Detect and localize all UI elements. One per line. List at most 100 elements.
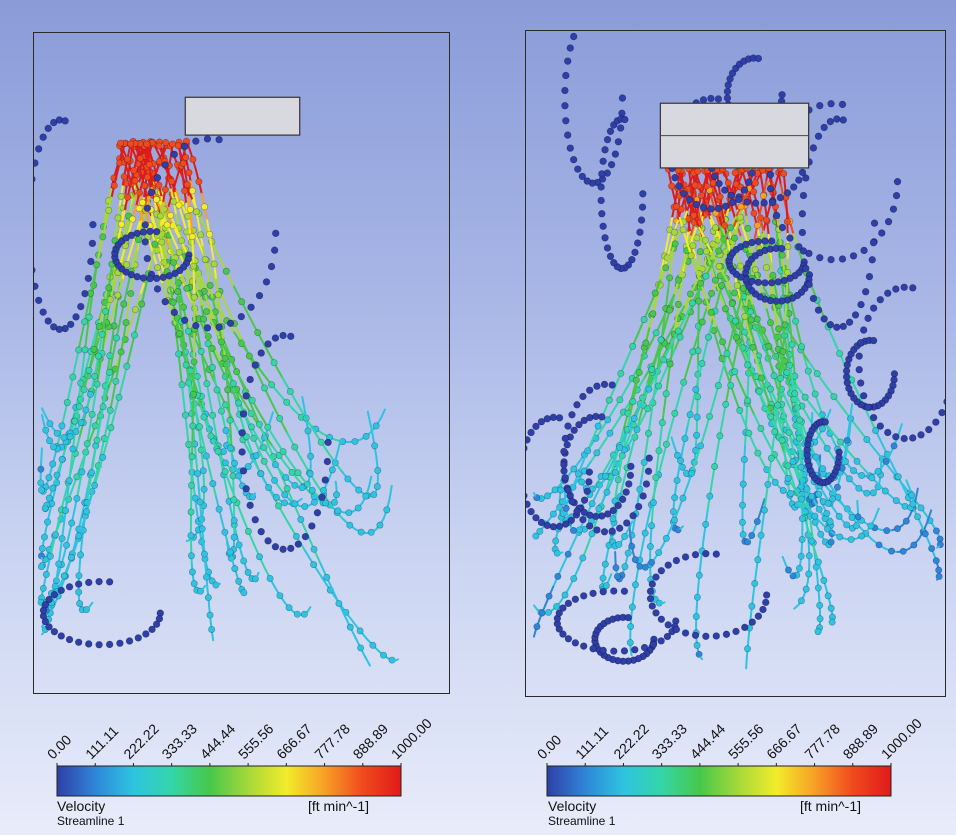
- streamline-marker: [552, 537, 560, 545]
- slow-flow-marker: [586, 511, 594, 519]
- slow-flow-marker: [869, 336, 878, 345]
- streamline-marker: [827, 538, 835, 546]
- streamline-marker: [827, 604, 835, 612]
- slow-flow-marker: [608, 381, 616, 389]
- slow-flow-marker: [610, 647, 618, 655]
- streamline-marker: [91, 372, 99, 380]
- streamline-marker: [320, 486, 328, 494]
- streamline-marker: [716, 193, 724, 201]
- slow-flow-marker: [839, 116, 847, 124]
- slow-flow-marker: [67, 320, 75, 329]
- streamline-marker: [362, 492, 370, 500]
- streamline-segment: [629, 648, 633, 657]
- slow-flow-marker: [598, 413, 606, 421]
- streamline-marker: [908, 491, 916, 499]
- streamline-marker: [367, 528, 375, 536]
- slow-flow-marker: [809, 294, 818, 303]
- streamline-marker: [694, 167, 702, 175]
- streamline-marker: [136, 154, 144, 162]
- streamline-marker: [716, 432, 724, 440]
- streamline-marker: [828, 618, 836, 626]
- streamline-marker: [297, 516, 305, 524]
- streamline-marker: [122, 319, 130, 327]
- streamline-segment: [745, 657, 748, 670]
- streamline-marker: [909, 500, 917, 508]
- streamline-marker: [695, 650, 703, 658]
- streamline-marker: [183, 284, 191, 292]
- streamline-marker: [804, 367, 812, 375]
- streamline-marker: [179, 159, 187, 167]
- slow-flow-marker: [820, 123, 828, 132]
- streamline-marker: [187, 481, 195, 489]
- slow-flow-marker: [560, 447, 568, 456]
- streamline-marker: [91, 422, 99, 430]
- slow-flow-marker: [564, 422, 572, 430]
- slow-flow-marker: [606, 252, 615, 260]
- slow-flow-marker: [861, 288, 870, 296]
- streamline-marker: [744, 224, 752, 232]
- streamline-marker: [836, 533, 844, 541]
- slow-flow-marker: [589, 589, 597, 598]
- streamline-marker: [214, 291, 222, 299]
- streamline-marker: [797, 552, 805, 560]
- streamline-marker: [190, 580, 198, 588]
- streamline-marker: [158, 238, 166, 246]
- streamline-marker: [628, 542, 636, 550]
- streamline-segment: [216, 582, 221, 587]
- streamline-marker: [42, 426, 50, 434]
- streamline-marker: [298, 484, 306, 492]
- slow-flow-marker: [768, 237, 776, 245]
- streamline-marker: [370, 491, 378, 499]
- streamline-marker: [544, 492, 551, 500]
- streamline-marker: [726, 224, 734, 232]
- slow-flow-marker: [272, 229, 280, 238]
- slow-flow-marker: [242, 392, 250, 400]
- slow-flow-marker: [255, 291, 264, 300]
- slow-flow-marker: [563, 441, 571, 449]
- streamline-marker: [724, 179, 732, 187]
- streamline-marker: [143, 173, 151, 181]
- slow-flow-marker: [579, 392, 587, 401]
- streamline-marker: [881, 487, 889, 495]
- slow-flow-marker: [639, 190, 647, 198]
- streamline-marker: [693, 431, 701, 439]
- streamline-marker: [120, 173, 128, 181]
- streamline-marker: [187, 508, 195, 516]
- slow-flow-marker: [203, 324, 212, 332]
- slow-flow-marker: [778, 244, 786, 253]
- slow-flow-marker: [580, 642, 588, 650]
- streamline-marker: [798, 515, 806, 523]
- slow-flow-marker: [566, 144, 574, 152]
- streamline-marker: [260, 457, 268, 465]
- slow-flow-marker: [616, 124, 625, 132]
- streamline-marker: [847, 536, 855, 544]
- streamline-marker: [207, 432, 215, 440]
- streamline-marker: [874, 467, 882, 475]
- streamline-marker: [188, 233, 196, 241]
- slow-flow-marker: [549, 413, 558, 422]
- streamline-marker: [193, 372, 201, 380]
- streamline-marker: [727, 381, 735, 389]
- slow-flow-marker: [610, 258, 618, 267]
- streamline-marker: [333, 491, 341, 499]
- slow-flow-marker: [761, 237, 769, 245]
- streamline-marker: [310, 498, 318, 506]
- slow-flow-marker: [526, 492, 528, 499]
- streamline-marker: [46, 552, 54, 560]
- streamline-marker: [757, 374, 765, 382]
- slow-flow-marker: [141, 238, 149, 246]
- slow-flow-marker: [826, 321, 835, 329]
- streamline-segment: [88, 601, 94, 609]
- streamline-segment: [781, 555, 787, 566]
- streamline-marker: [642, 339, 650, 347]
- streamline-segment: [367, 475, 373, 489]
- slow-flow-marker: [180, 316, 189, 324]
- streamline-marker: [616, 444, 624, 452]
- streamline-marker: [69, 445, 77, 453]
- slow-flow-marker: [287, 332, 295, 341]
- slow-flow-marker: [573, 507, 581, 516]
- slow-flow-marker: [45, 595, 53, 604]
- streamline-marker: [114, 214, 122, 222]
- streamline-marker: [362, 432, 370, 440]
- streamline-marker: [357, 644, 365, 652]
